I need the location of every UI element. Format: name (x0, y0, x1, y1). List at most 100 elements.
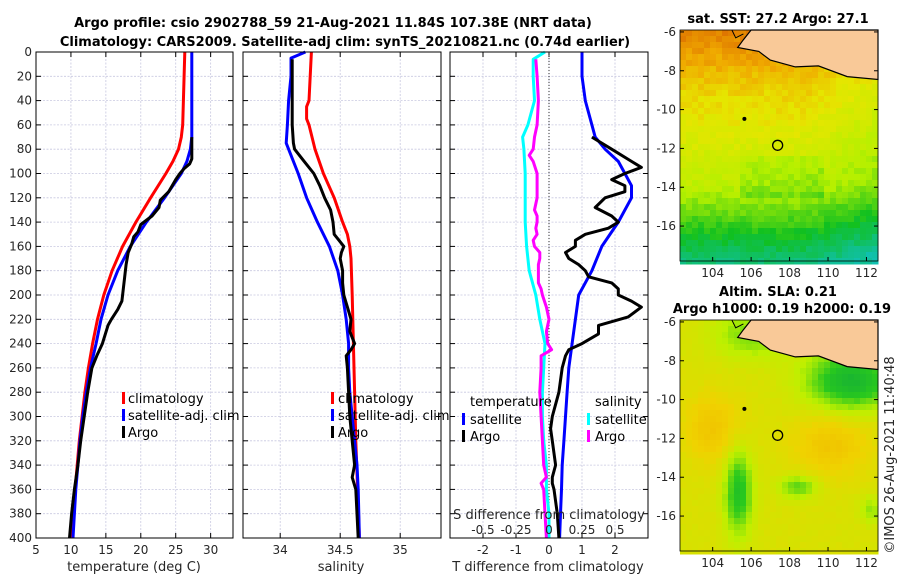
map-cell (686, 398, 693, 405)
map-cell (746, 404, 753, 411)
map-cell (680, 512, 687, 519)
map-cell (854, 530, 861, 537)
map-cell (782, 500, 789, 507)
map-cell (710, 222, 717, 229)
map-cell (818, 380, 825, 387)
map-cell (698, 350, 705, 357)
map-cell (794, 90, 801, 97)
map-cell (686, 374, 693, 381)
map-cell (740, 380, 747, 387)
map-cell (686, 410, 693, 417)
map-cell (824, 362, 831, 369)
map-cell (836, 452, 843, 459)
map-cell (764, 96, 771, 103)
map-cell (842, 216, 849, 223)
map-cell (746, 114, 753, 121)
map-cell (788, 84, 795, 91)
map-cell (788, 536, 795, 543)
map-cell (758, 476, 765, 483)
map-cell (866, 216, 873, 223)
map-cell (740, 344, 747, 351)
map-cell (710, 542, 717, 549)
map-cell (716, 240, 723, 247)
map-cell (866, 114, 873, 121)
map-cell (830, 524, 837, 531)
map-cell (776, 66, 783, 73)
map-cell (836, 246, 843, 253)
map-cell (734, 144, 741, 151)
map-cell (686, 240, 693, 247)
map-cell (698, 138, 705, 145)
map-cell (794, 126, 801, 133)
map-cell (734, 78, 741, 85)
map-cell (722, 150, 729, 157)
map-cell (866, 458, 873, 465)
map-cell (770, 162, 777, 169)
map-cell (704, 246, 711, 253)
map-cell (698, 470, 705, 477)
map-cell (794, 222, 801, 229)
map-cell (722, 180, 729, 187)
map-cell (704, 476, 711, 483)
map-cell (860, 180, 867, 187)
map-cell (776, 108, 783, 115)
map-cell (830, 162, 837, 169)
map-cell (842, 126, 849, 133)
x-tick-label: 34.5 (327, 543, 354, 557)
map-cell (776, 440, 783, 447)
map-cell (800, 252, 807, 259)
map-cell (806, 386, 813, 393)
map-cell (764, 482, 771, 489)
map-cell (854, 512, 861, 519)
map-cell (836, 392, 843, 399)
map-cell (740, 228, 747, 235)
map-cell (680, 108, 687, 115)
map-cell (782, 102, 789, 109)
map-cell (740, 102, 747, 109)
map-cell (776, 144, 783, 151)
map-cell (830, 410, 837, 417)
map-cell (794, 356, 801, 363)
map-cell (842, 494, 849, 501)
map-cell (722, 84, 729, 91)
map-cell (770, 156, 777, 163)
map-cell (836, 494, 843, 501)
map-cell (698, 530, 705, 537)
map-cell (860, 174, 867, 181)
map-cell (806, 422, 813, 429)
map-cell (854, 542, 861, 549)
tdiff-xlabel: T difference from climatology (451, 560, 644, 575)
map-cell (806, 494, 813, 501)
map-cell (740, 524, 747, 531)
map-cell (806, 144, 813, 151)
map-cell (830, 198, 837, 205)
y-tick-label: -6 (664, 25, 676, 39)
map-cell (740, 350, 747, 357)
map-cell (794, 156, 801, 163)
map-cell (800, 108, 807, 115)
map-cell (710, 36, 717, 43)
map-cell (704, 240, 711, 247)
map-cell (740, 222, 747, 229)
map-cell (800, 488, 807, 495)
map-cell (680, 126, 687, 133)
map-cell (812, 464, 819, 471)
map-cell (704, 446, 711, 453)
map-cell (860, 386, 867, 393)
map-cell (782, 524, 789, 531)
map-cell (752, 198, 759, 205)
map-cell (728, 512, 735, 519)
map-cell (740, 398, 747, 405)
map-cell (860, 210, 867, 217)
map-cell (746, 422, 753, 429)
map-cell (704, 320, 711, 327)
map-cell (860, 428, 867, 435)
map-cell (710, 446, 717, 453)
map-cell (728, 204, 735, 211)
map-cell (698, 356, 705, 363)
map-cell (806, 428, 813, 435)
map-cell (848, 494, 855, 501)
map-cell (758, 440, 765, 447)
map-cell (734, 362, 741, 369)
map-cell (800, 392, 807, 399)
